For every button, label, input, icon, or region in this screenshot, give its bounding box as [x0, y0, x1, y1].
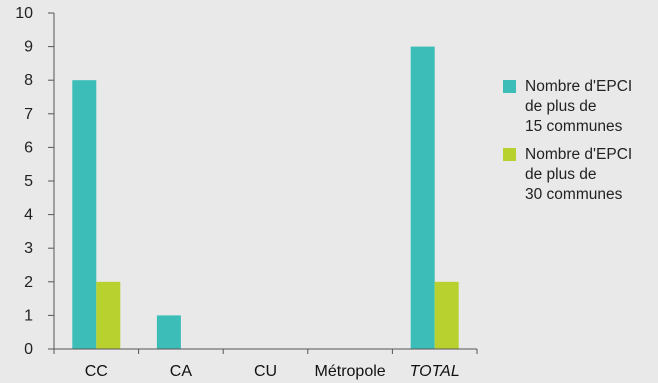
- bar-cc-series-2: [96, 281, 121, 349]
- x-category-label: CU: [254, 363, 277, 380]
- y-tick-label: 1: [24, 307, 33, 324]
- x-category-label: CC: [85, 363, 108, 380]
- y-tick-label: 4: [24, 207, 33, 224]
- x-category-label: TOTAL: [410, 363, 460, 380]
- y-tick-label: 6: [24, 139, 33, 156]
- y-tick-label: 9: [24, 39, 33, 56]
- x-category-label: Métropole: [315, 363, 386, 380]
- y-tick-label: 8: [24, 72, 33, 89]
- legend-item-30-communes: Nombre d'EPCI de plus de 30 communes: [503, 145, 658, 205]
- legend: Nombre d'EPCI de plus de 15 communes Nom…: [503, 77, 658, 213]
- y-tick-label: 7: [24, 106, 33, 123]
- x-category-label: CA: [170, 363, 193, 380]
- y-tick-label: 0: [24, 341, 33, 358]
- bar-ca-series-1: [156, 315, 181, 349]
- legend-swatch-15-communes: [503, 80, 516, 93]
- bar-total-series-2: [434, 281, 459, 349]
- legend-label-30-communes: Nombre d'EPCI de plus de 30 communes: [525, 146, 633, 203]
- legend-item-15-communes: Nombre d'EPCI de plus de 15 communes: [503, 77, 658, 137]
- bar-cc-series-1: [72, 80, 97, 349]
- y-tick-label: 3: [24, 240, 33, 257]
- bar-total-series-1: [410, 46, 435, 349]
- legend-label-15-communes: Nombre d'EPCI de plus de 15 communes: [525, 78, 633, 135]
- legend-swatch-30-communes: [503, 148, 516, 161]
- y-tick-label: 5: [24, 173, 33, 190]
- y-tick-label: 2: [24, 274, 33, 291]
- y-tick-label: 10: [15, 5, 33, 22]
